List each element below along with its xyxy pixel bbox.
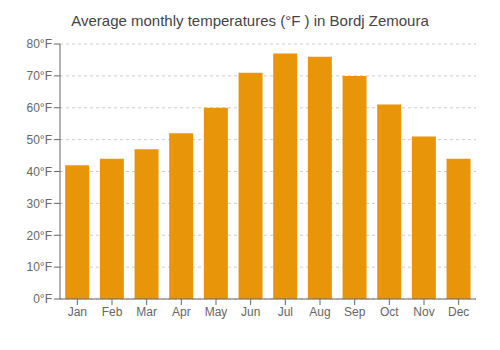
svg-text:May: May — [205, 305, 228, 319]
svg-text:0°F: 0°F — [33, 292, 52, 306]
svg-text:40°F: 40°F — [27, 165, 52, 179]
svg-text:30°F: 30°F — [27, 197, 52, 211]
svg-text:Feb: Feb — [102, 305, 123, 319]
svg-text:Mar: Mar — [136, 305, 157, 319]
svg-text:80°F: 80°F — [27, 37, 52, 51]
svg-text:Sep: Sep — [344, 305, 366, 319]
svg-text:70°F: 70°F — [27, 69, 52, 83]
svg-text:50°F: 50°F — [27, 133, 52, 147]
svg-text:Oct: Oct — [380, 305, 399, 319]
svg-text:Jan: Jan — [68, 305, 87, 319]
svg-text:Nov: Nov — [413, 305, 434, 319]
svg-text:20°F: 20°F — [27, 229, 52, 243]
svg-text:Jun: Jun — [241, 305, 260, 319]
svg-text:Dec: Dec — [448, 305, 469, 319]
svg-text:Jul: Jul — [278, 305, 293, 319]
svg-text:10°F: 10°F — [27, 260, 52, 274]
svg-text:Apr: Apr — [172, 305, 191, 319]
html-text:Average monthly temperatures (: Average monthly temperatures (°F ) in Bo… — [71, 12, 429, 29]
svg-text:60°F: 60°F — [27, 101, 52, 115]
svg-text:Aug: Aug — [309, 305, 330, 319]
